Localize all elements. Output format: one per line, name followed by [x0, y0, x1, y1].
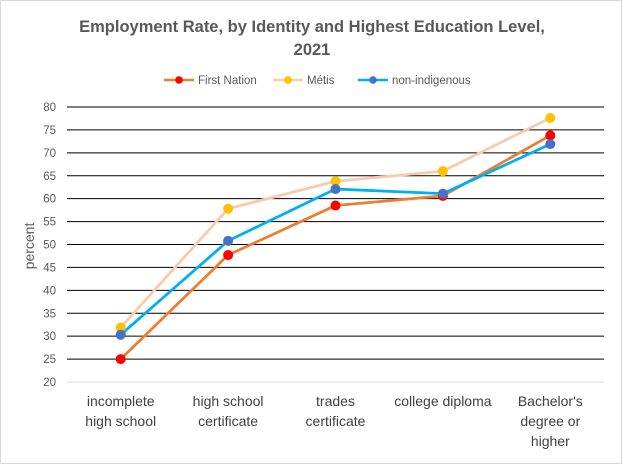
x-category-label: high school [85, 413, 156, 429]
y-tick-label: 30 [43, 331, 56, 343]
x-category-label: trades [316, 393, 355, 409]
x-category-label: college diploma [394, 393, 491, 409]
y-tick-label: 50 [43, 240, 56, 252]
legend-label: Métis [307, 75, 335, 87]
y-tick-label: 45 [43, 262, 56, 274]
series-line [119, 134, 552, 361]
x-category-label: incomplete [87, 393, 155, 409]
data-point [330, 184, 341, 195]
data-point [330, 176, 341, 187]
y-tick-label: 55 [43, 217, 56, 229]
chart-title-line: Employment Rate, by Identity and Highest… [79, 18, 545, 36]
data-point [223, 250, 234, 261]
chart-title-line: 2021 [294, 41, 331, 59]
data-point [223, 203, 234, 214]
y-axis-label: percent [21, 223, 37, 270]
x-category-label: degree or [520, 413, 580, 429]
y-tick-label: 80 [43, 102, 56, 114]
legend-marker-swatch [284, 76, 292, 84]
x-category-label: Bachelor's [518, 393, 583, 409]
y-tick-label: 25 [43, 354, 56, 366]
y-tick-label: 65 [43, 171, 56, 183]
x-category-label: certificate [198, 413, 258, 429]
y-tick-label: 35 [43, 308, 56, 320]
y-tick-label: 70 [43, 148, 56, 160]
legend-label: First Nation [198, 75, 257, 87]
x-category-label: high school [193, 393, 264, 409]
data-point [115, 354, 126, 365]
y-tick-label: 20 [43, 377, 56, 389]
y-tick-label: 40 [43, 285, 56, 297]
x-category-label: certificate [306, 413, 366, 429]
data-point [545, 113, 556, 123]
legend-marker-swatch [369, 76, 377, 84]
data-point [545, 130, 556, 141]
data-point [437, 166, 448, 177]
data-point [223, 235, 234, 246]
y-tick-label: 60 [43, 194, 56, 206]
data-point [115, 322, 126, 333]
y-tick-label: 75 [43, 125, 56, 137]
x-category-label: higher [531, 433, 570, 449]
legend-label: non-indigenous [392, 75, 471, 87]
data-point [115, 329, 126, 340]
data-point [437, 188, 448, 199]
series-line [119, 142, 552, 337]
legend-marker-swatch [175, 76, 183, 84]
data-point [545, 139, 556, 150]
data-point [330, 200, 341, 211]
